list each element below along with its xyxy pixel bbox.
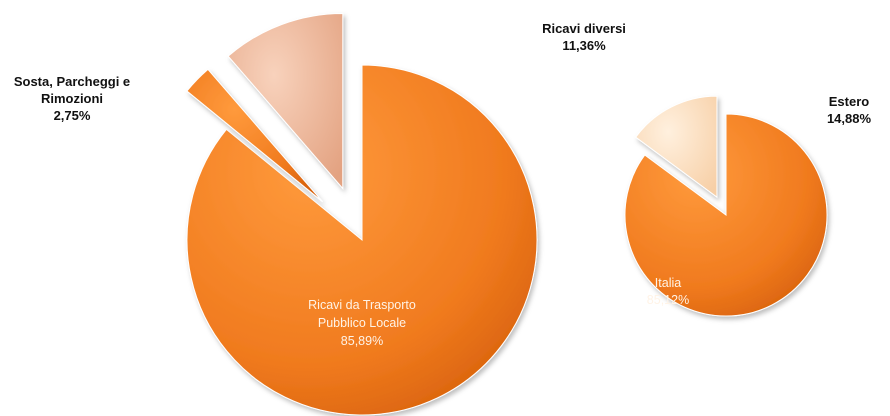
slice-label-ricavi-diversi: Ricavi diversi 11,36% [542, 21, 626, 53]
pie-slice-ricavi-da-trasporto [186, 64, 538, 416]
slice-label-sosta-parcheggi-e: Sosta, Parcheggi e Rimozioni 2,75% [14, 74, 130, 123]
pie-slice-italia [624, 113, 828, 317]
pie-chart-mercati: Italia 85,12% Estero 14,88% [624, 94, 872, 317]
slice-label-ricavi-da-trasporto: Ricavi da Trasporto Pubblico Locale 85,89% [308, 298, 416, 348]
pie-slice-ricavi-diversi [227, 12, 344, 190]
pie-chart-ricavi: Ricavi da Trasporto Pubblico Locale 85,89%… [14, 12, 626, 416]
slice-label-italia: Italia 85,12% [647, 276, 689, 307]
pie-slice-sosta-parcheggi-e [186, 68, 323, 203]
pie-slice-estero [635, 95, 718, 199]
slice-label-estero: Estero 14,88% [827, 94, 872, 126]
